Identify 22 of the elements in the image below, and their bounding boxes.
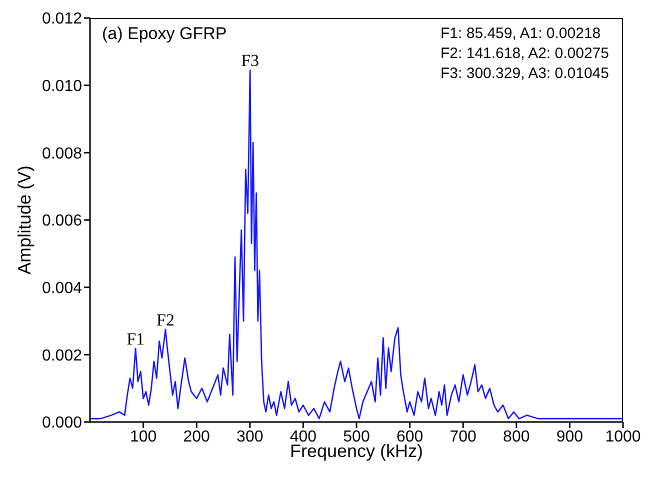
x-tick-label: 1000: [605, 428, 641, 446]
annotation: F3: [241, 51, 260, 70]
x-tick-label: 300: [236, 428, 264, 446]
y-axis-title: Amplitude (V): [14, 165, 34, 275]
annotation: F2: [156, 310, 174, 330]
y-tick-label: 0.004: [42, 280, 82, 298]
annotation: F3: 300.329, A3: 0.01045: [440, 64, 609, 84]
x-tick-label: 100: [130, 428, 157, 446]
x-tick-label: 200: [183, 428, 210, 446]
y-tick-label: 0.008: [42, 145, 82, 162]
x-tick-label: 800: [503, 428, 530, 446]
annotation: F2: 141.618, A2: 0.00275: [440, 44, 609, 64]
y-tick-label: 0.002: [42, 347, 82, 364]
chart-title: (a) Epoxy GFRP: [102, 24, 227, 44]
y-tick-label: 0.010: [42, 78, 82, 96]
y-tick-label: 0.006: [42, 212, 82, 230]
x-tick-label: 900: [556, 428, 584, 446]
y-tick-label: 0.000: [42, 414, 82, 432]
annotation: F1: 85.459, A1: 0.00218: [440, 24, 602, 44]
annotation: F1: [126, 330, 145, 349]
y-tick-label: 0.012: [42, 10, 82, 28]
x-tick-label: 700: [450, 428, 477, 446]
